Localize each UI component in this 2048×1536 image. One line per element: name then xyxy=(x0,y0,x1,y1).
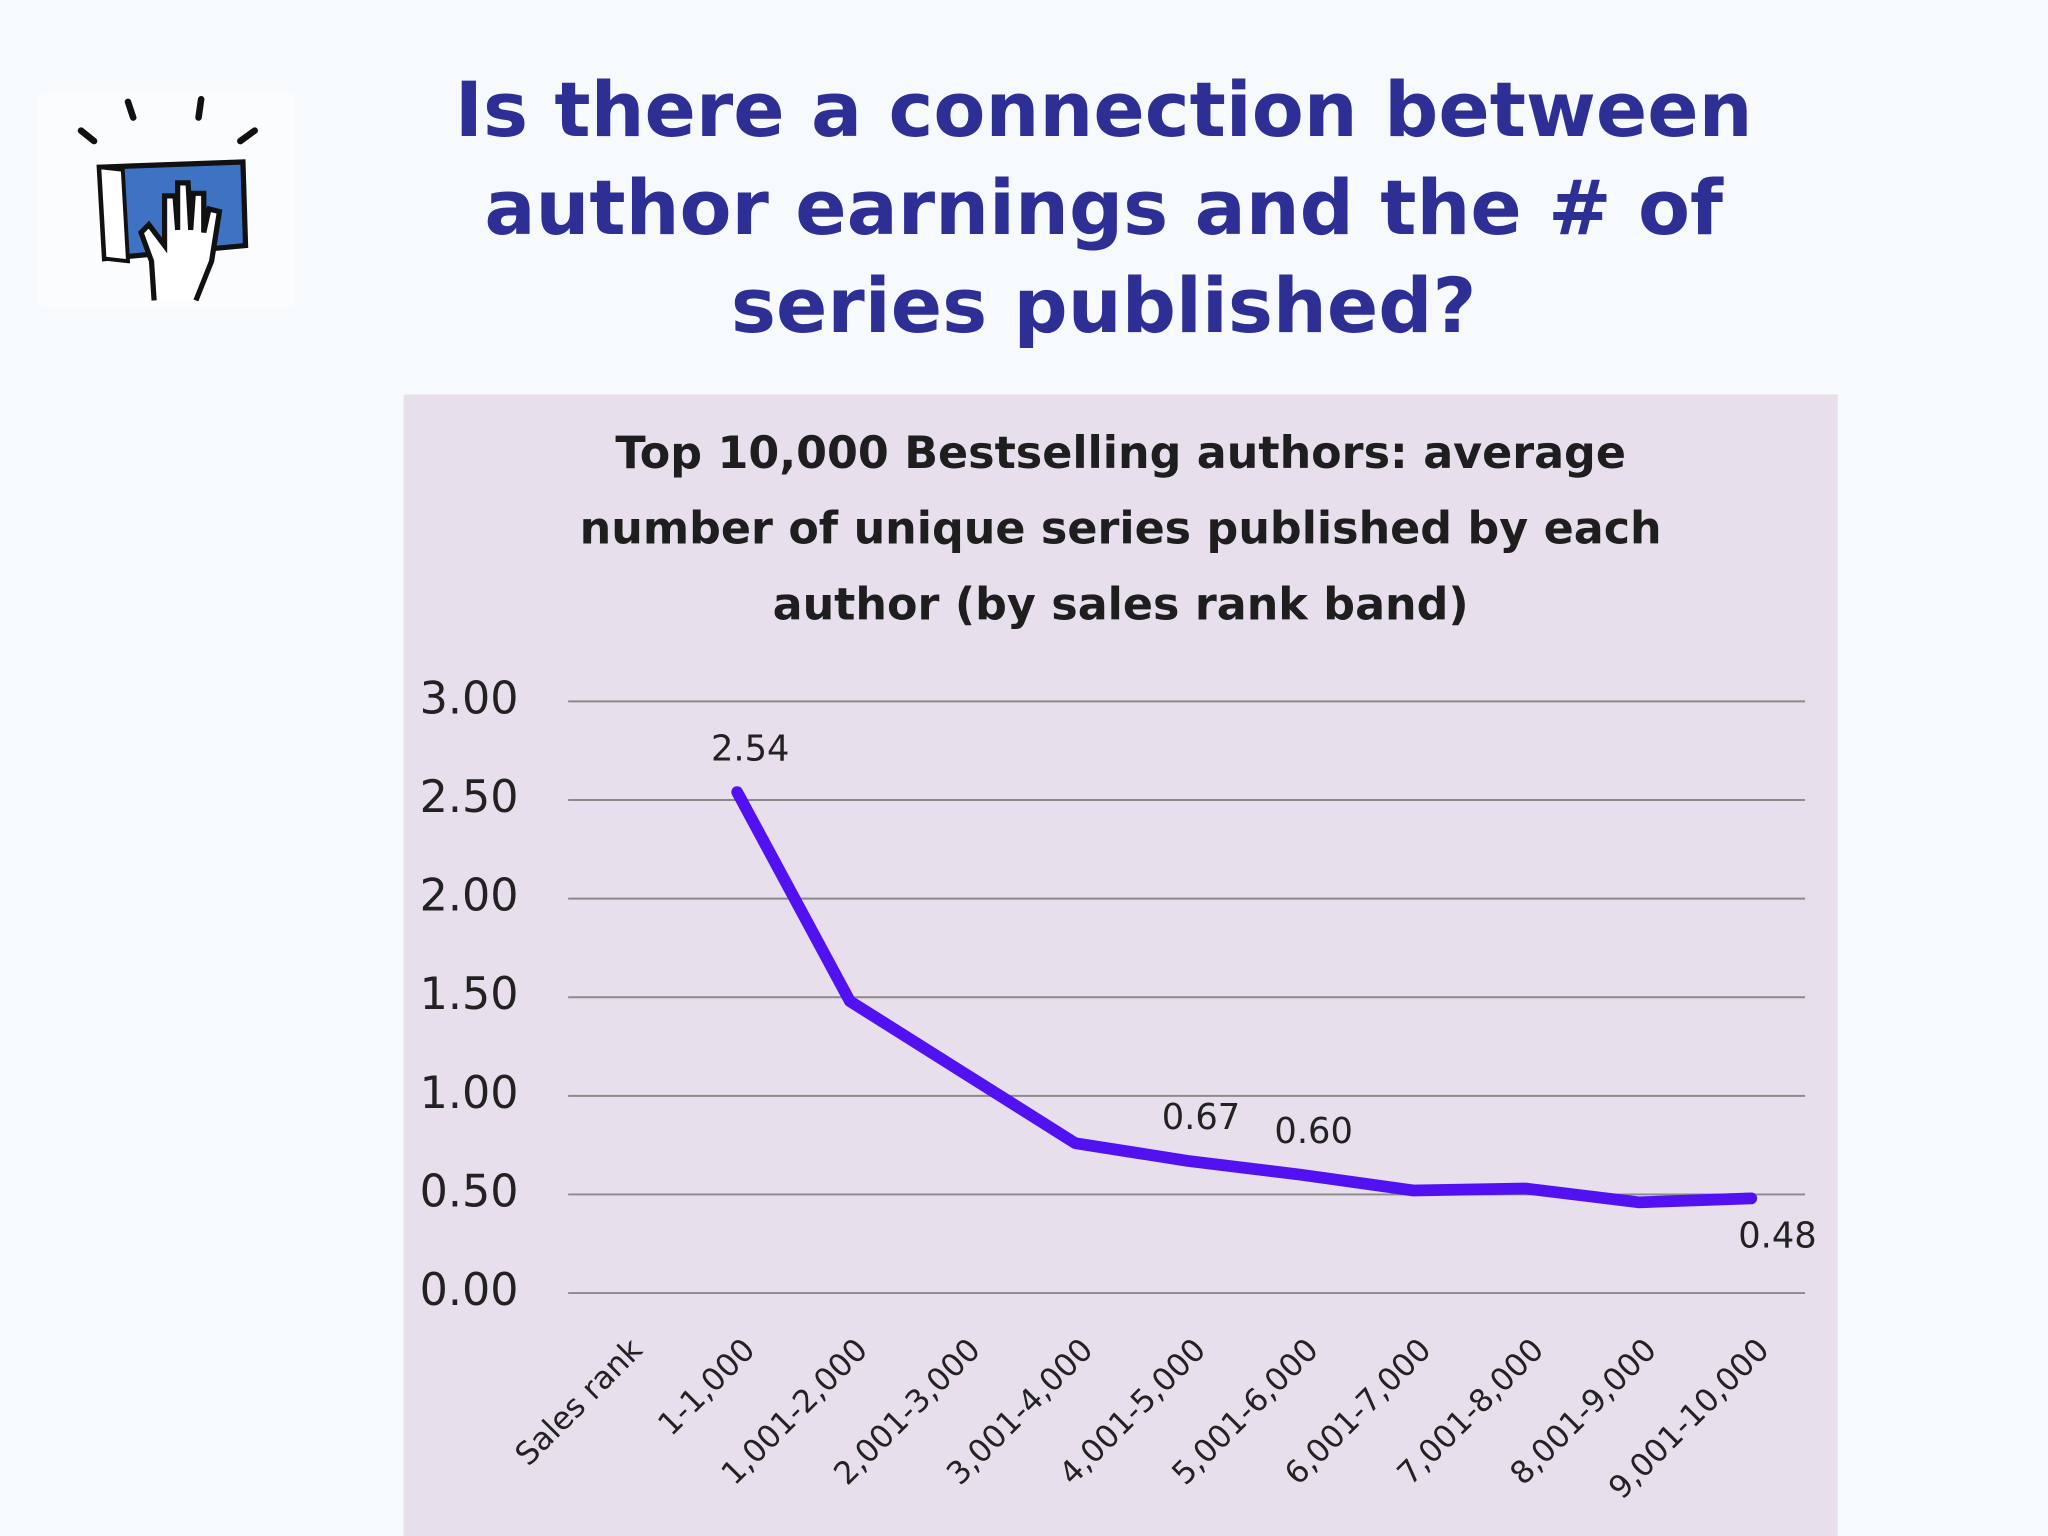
slide-title: series published? xyxy=(731,262,1476,350)
chart-area xyxy=(403,394,1838,1536)
data-label: 0.60 xyxy=(1274,1111,1353,1152)
y-tick-label: 2.50 xyxy=(420,772,519,823)
y-tick-label: 1.00 xyxy=(420,1068,519,1119)
y-tick-label: 0.00 xyxy=(420,1265,519,1316)
data-line xyxy=(731,786,1758,1209)
data-label: 0.67 xyxy=(1162,1097,1241,1138)
y-tick-label: 3.00 xyxy=(420,673,519,724)
chart-title: number of unique series published by eac… xyxy=(580,504,1662,555)
y-tick-label: 0.50 xyxy=(420,1166,519,1217)
chart-title: Top 10,000 Bestselling authors: average xyxy=(615,428,1626,479)
data-label: 0.48 xyxy=(1738,1216,1817,1257)
y-tick-label: 2.00 xyxy=(420,871,519,922)
slide-title: author earnings and the # of xyxy=(484,164,1724,252)
data-label: 2.54 xyxy=(711,728,790,769)
slide-title: Is there a connection between xyxy=(455,66,1753,154)
book-icon xyxy=(39,91,296,309)
chart-title: author (by sales rank band) xyxy=(773,579,1469,630)
y-tick-label: 1.50 xyxy=(420,969,519,1020)
